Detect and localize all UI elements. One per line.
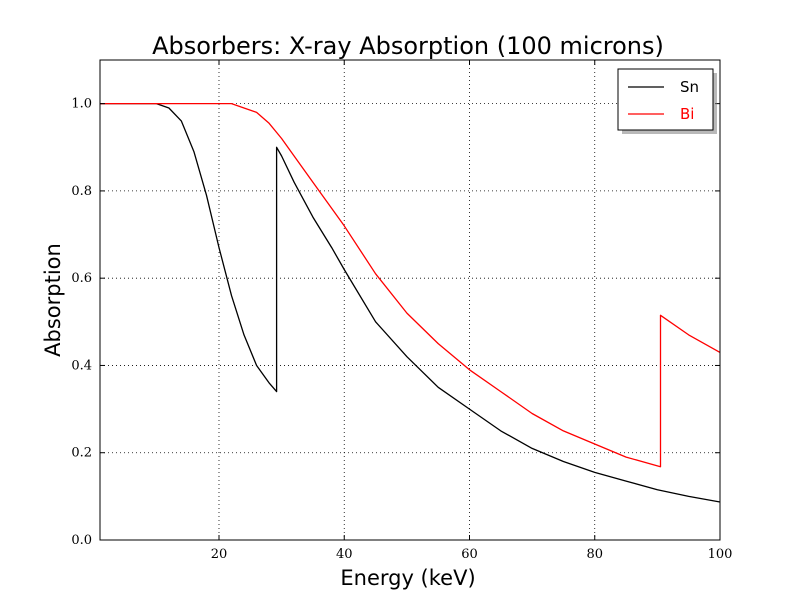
legend-label-bi: Bi bbox=[680, 105, 694, 123]
legend: Sn Bi bbox=[617, 68, 717, 134]
plot-frame bbox=[99, 59, 721, 541]
y-tick-label: 0.0 bbox=[71, 533, 92, 548]
x-axis-label: Energy (keV) bbox=[340, 566, 475, 590]
x-tick-label: 100 bbox=[708, 547, 733, 562]
x-tick-label: 40 bbox=[336, 547, 353, 562]
series-line-sn bbox=[100, 102, 721, 503]
series-layer bbox=[100, 102, 721, 503]
x-tick-label: 60 bbox=[461, 547, 478, 562]
series-line-bi bbox=[100, 102, 721, 468]
x-tick-label: 80 bbox=[586, 547, 603, 562]
x-tick-label: 20 bbox=[211, 547, 228, 562]
y-tick-label: 1.0 bbox=[71, 97, 92, 112]
legend-label-sn: Sn bbox=[680, 78, 699, 96]
y-tick-label: 0.2 bbox=[71, 446, 92, 461]
y-tick-label: 0.8 bbox=[71, 184, 92, 199]
axis-ticks: 20 40 60 80 100 0.0 0.2 0.4 0.6 0.8 1.0 bbox=[71, 60, 732, 562]
chart-title: Absorbers: X-ray Absorption (100 microns… bbox=[152, 32, 664, 60]
legend-box bbox=[617, 68, 714, 131]
y-axis-label: Absorption bbox=[41, 243, 65, 357]
y-tick-label: 0.4 bbox=[71, 358, 92, 373]
y-tick-label: 0.6 bbox=[71, 271, 92, 286]
